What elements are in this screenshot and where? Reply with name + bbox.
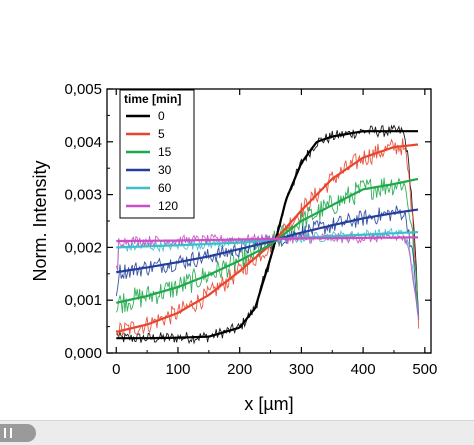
fit-curves-layer (116, 130, 419, 340)
fit-curve-0 (116, 130, 418, 340)
axes-layer: 0 100 200 300 400 5000,0000,0010,0020,0030,00… (64, 81, 437, 378)
legend-label-0: 0 (158, 109, 165, 123)
legend-label-30: 30 (158, 163, 172, 177)
legend-title: time [min] (124, 92, 181, 106)
x-tick-label: 0 (112, 361, 120, 378)
raw-trace-30 (115, 205, 420, 316)
fit-curve-30 (116, 208, 419, 274)
x-tick-label: 300 (289, 361, 314, 378)
legend: time [min] 0 5 15 30 60 120 (119, 89, 195, 219)
y-tick-label: 0,001 (64, 292, 102, 309)
fit-curve-15 (116, 177, 419, 304)
legend-box (119, 89, 195, 219)
x-tick-label: 200 (227, 361, 252, 378)
y-tick-label: 0,003 (64, 187, 102, 204)
raw-trace-60 (115, 227, 420, 319)
y-tick-label: 0,002 (64, 239, 102, 256)
bottom-scroll-bar (0, 420, 474, 445)
x-tick-label: 400 (351, 361, 376, 378)
legend-label-120: 120 (158, 199, 178, 213)
y-tick-label: 0,004 (64, 134, 102, 151)
legend-label-60: 60 (158, 181, 172, 195)
grip-line-icon (10, 428, 12, 438)
y-tick-label: 0,000 (64, 345, 102, 362)
scroll-thumb[interactable] (0, 424, 36, 442)
x-axis-label: x [µm] (244, 394, 293, 414)
y-axis-label: Norm. Intensity (30, 160, 50, 281)
grip-line-icon (4, 428, 6, 438)
legend-label-15: 15 (158, 145, 172, 159)
x-tick-label: 100 (165, 361, 190, 378)
intensity-profile-chart: 0 100 200 300 400 5000,0000,0010,0020,0030,00… (30, 81, 437, 414)
x-tick-label: 500 (412, 361, 437, 378)
fit-curve-120 (116, 236, 418, 243)
legend-label-5: 5 (158, 127, 165, 141)
y-tick-label: 0,005 (64, 81, 102, 98)
